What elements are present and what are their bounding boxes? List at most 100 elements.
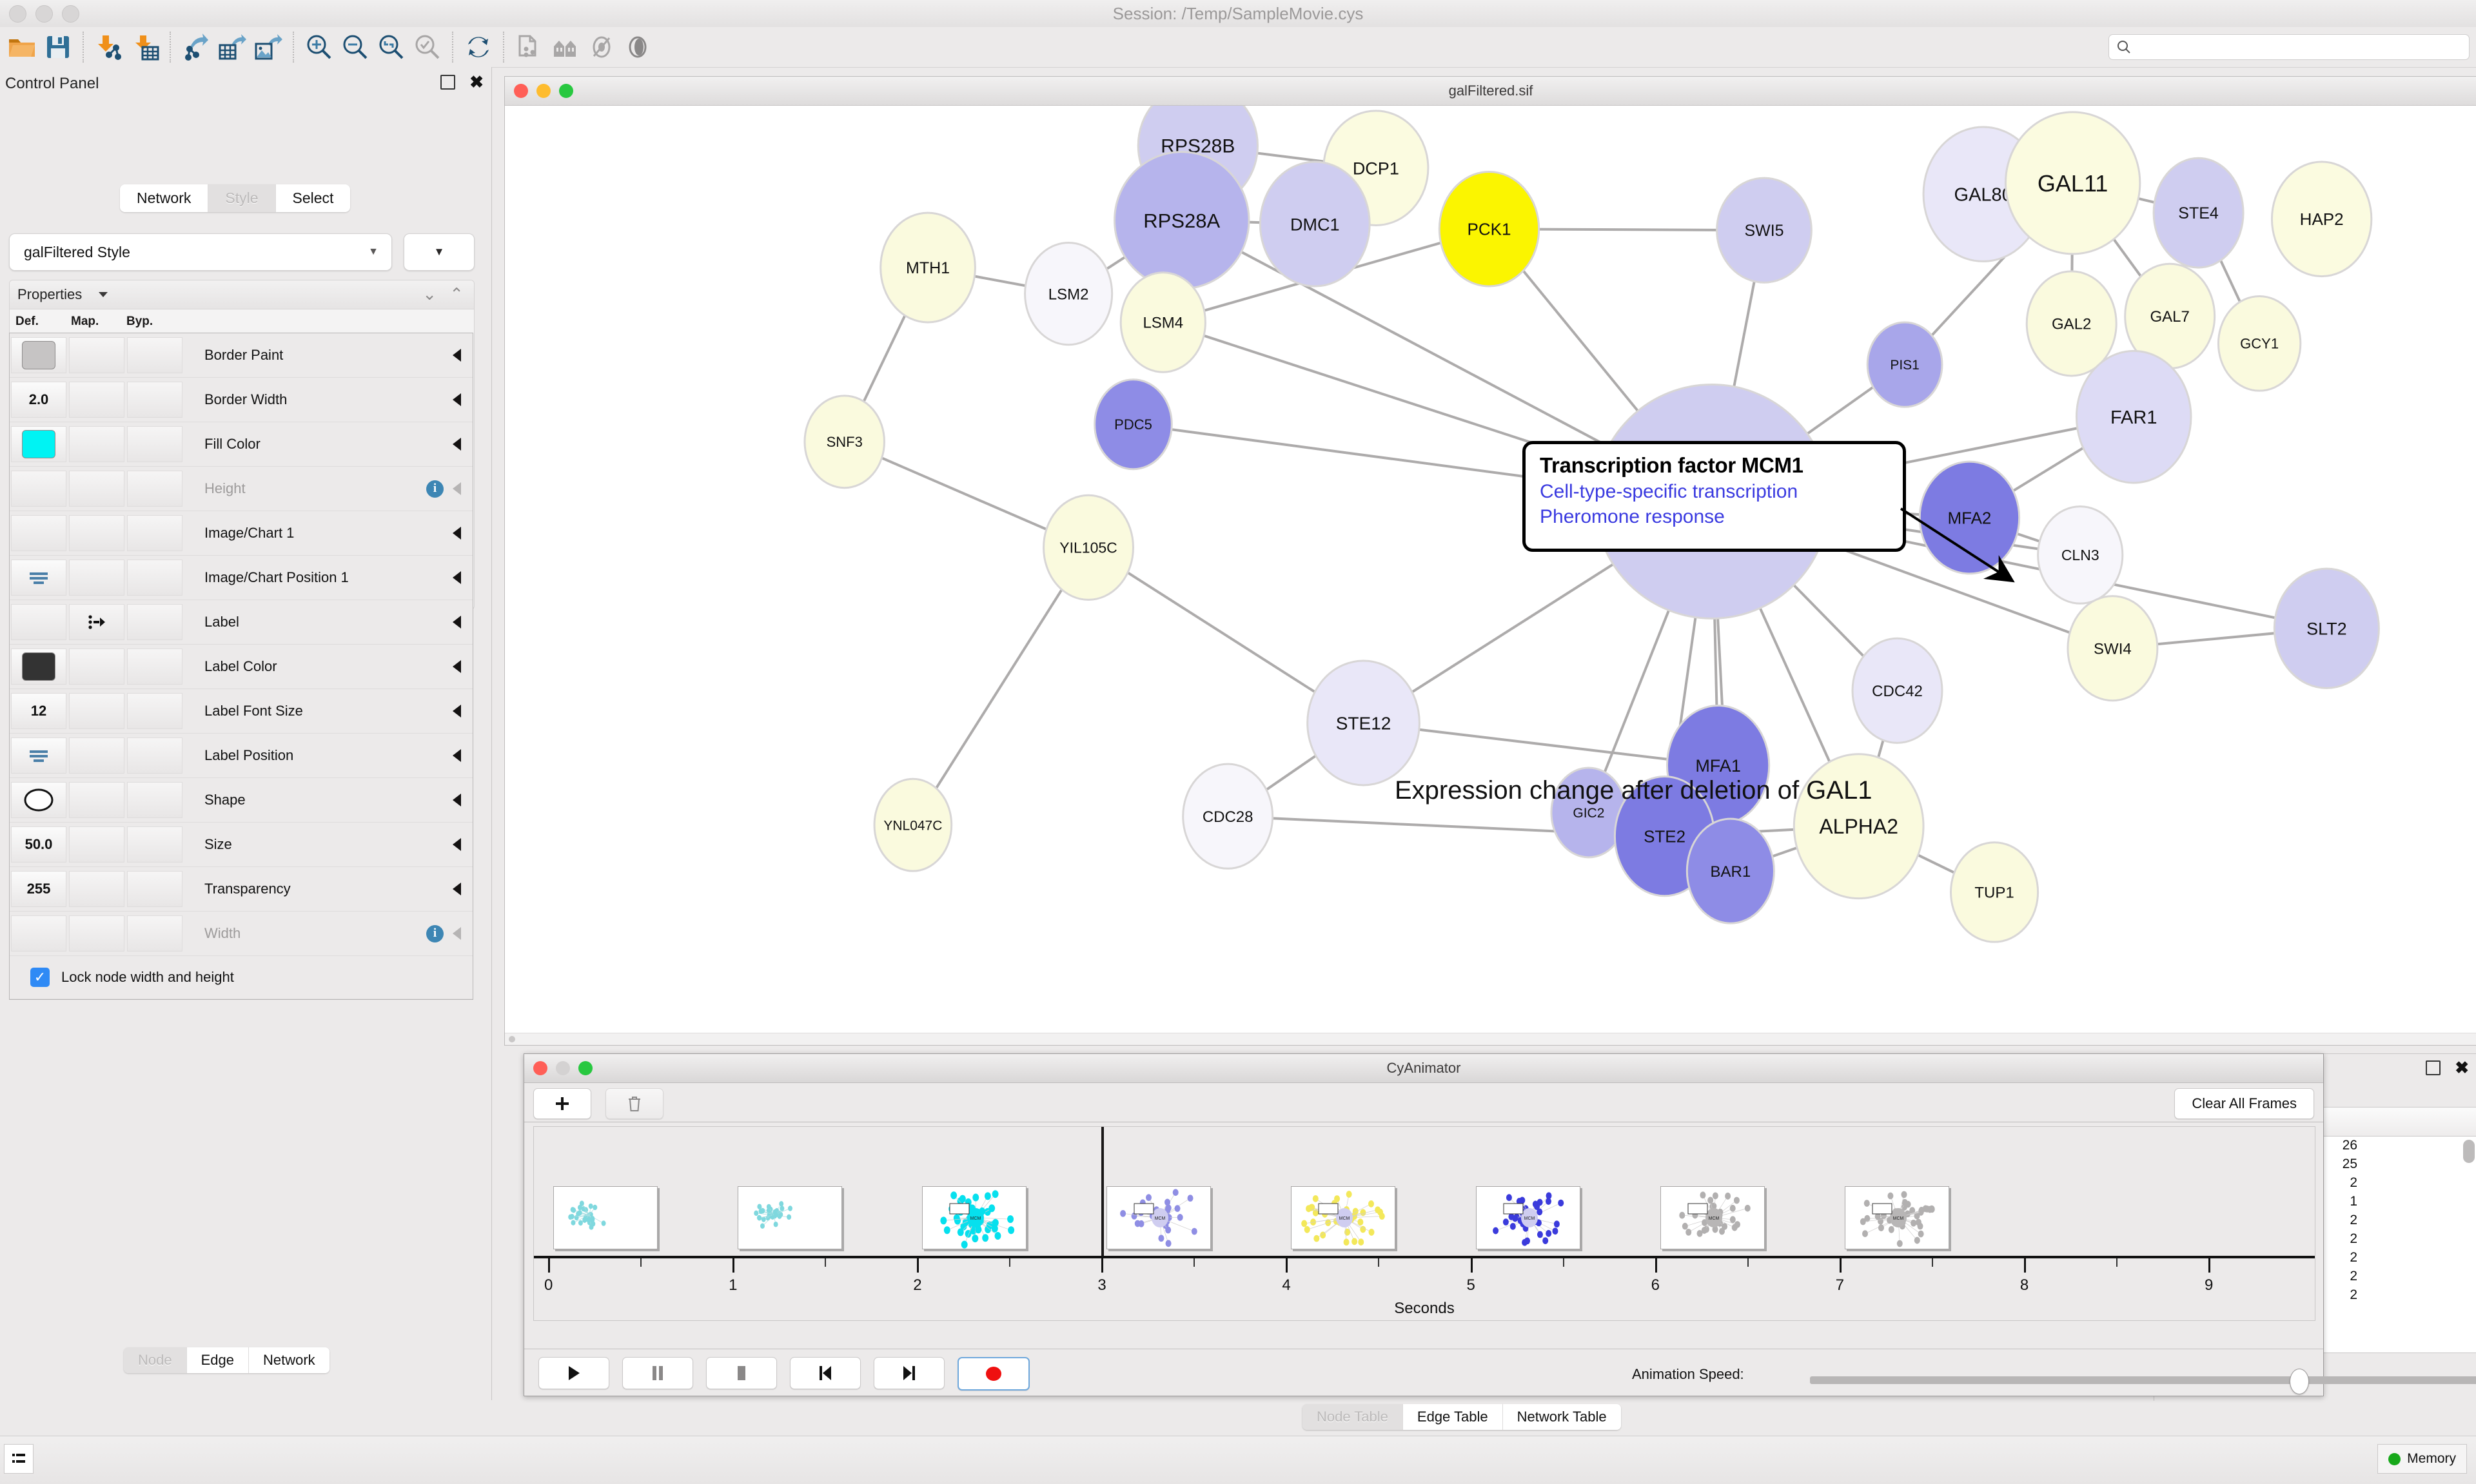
property-bypass-cell[interactable] [127, 426, 182, 462]
network-node[interactable]: YNL047C [873, 777, 953, 872]
annotation-box[interactable]: Transcription factor MCM1 Cell-type-spec… [1522, 441, 1906, 552]
node-shape[interactable] [879, 211, 976, 324]
property-default-cell[interactable] [11, 782, 66, 818]
network-node[interactable]: STE12 [1306, 659, 1420, 786]
network-node[interactable]: SWI4 [2067, 595, 2159, 702]
property-mapping-cell[interactable] [69, 471, 124, 507]
property-expand-arrow[interactable] [453, 705, 461, 718]
network-node[interactable]: PIS1 [1866, 321, 1943, 408]
network-node[interactable]: SNF3 [803, 395, 885, 489]
lock-node-size-checkbox[interactable]: ✓ [30, 968, 50, 987]
node-shape[interactable] [1438, 170, 1540, 288]
property-bypass-cell[interactable] [127, 649, 182, 685]
property-default-cell[interactable]: 12 [11, 693, 66, 729]
show-panels-button[interactable] [4, 1444, 34, 1474]
network-node[interactable]: LSM4 [1119, 271, 1206, 373]
tab-style[interactable]: Style [208, 184, 276, 212]
network-window-controls[interactable] [514, 84, 573, 98]
bottom-tab-edge[interactable]: Edge [186, 1347, 249, 1373]
bottom-tab-node[interactable]: Node [124, 1347, 187, 1373]
minimize-icon[interactable] [536, 84, 551, 98]
color-swatch[interactable] [22, 341, 55, 369]
property-expand-arrow[interactable] [453, 571, 461, 584]
node-shape[interactable] [1043, 494, 1134, 601]
style-options-button[interactable]: ▼ [404, 233, 475, 271]
property-default-cell[interactable] [11, 337, 66, 373]
node-shape[interactable] [1866, 321, 1943, 408]
next-frame-button[interactable] [874, 1357, 945, 1389]
timeline-frame[interactable]: MCM [1106, 1186, 1212, 1249]
node-shape[interactable] [1918, 460, 2021, 575]
property-row[interactable]: Fill Color [10, 422, 473, 467]
open-file-icon[interactable] [4, 29, 40, 65]
property-row[interactable]: Image/Chart 1 [10, 511, 473, 556]
property-mapping-cell[interactable] [69, 649, 124, 685]
node-shape[interactable] [2025, 270, 2117, 377]
tab-network-table[interactable]: Network Table [1502, 1404, 1621, 1430]
node-shape[interactable] [1024, 241, 1114, 346]
property-row[interactable]: Label [10, 600, 473, 645]
network-horizontal-scrollbar[interactable] [505, 1033, 2476, 1045]
import-table-icon[interactable] [127, 29, 163, 65]
maximize-icon[interactable] [559, 84, 573, 98]
network-node[interactable]: ALPHA2 [1793, 753, 1925, 900]
maximize-icon[interactable] [578, 1061, 593, 1075]
property-bypass-cell[interactable] [127, 337, 182, 373]
close-icon[interactable] [533, 1061, 547, 1075]
property-bypass-cell[interactable] [127, 560, 182, 596]
property-expand-arrow[interactable] [453, 393, 461, 406]
node-shape[interactable] [873, 777, 953, 872]
save-session-icon[interactable] [40, 29, 76, 65]
cyanimator-window-controls[interactable] [533, 1061, 593, 1075]
tab-node-table[interactable]: Node Table [1302, 1404, 1403, 1430]
network-node[interactable]: GAL7 [2124, 262, 2216, 369]
node-shape[interactable] [2067, 595, 2159, 702]
record-button[interactable] [958, 1357, 1030, 1391]
info-icon[interactable]: i [426, 924, 444, 942]
property-row[interactable]: 12 Label Font Size [10, 689, 473, 734]
properties-menu-icon[interactable] [99, 292, 108, 297]
add-frame-button[interactable] [533, 1088, 591, 1119]
property-bypass-cell[interactable] [127, 693, 182, 729]
property-expand-arrow[interactable] [453, 438, 461, 451]
property-mapping-cell[interactable] [69, 426, 124, 462]
property-expand-arrow[interactable] [453, 794, 461, 806]
table-row[interactable]: 2 [2163, 1211, 2476, 1230]
property-bypass-cell[interactable] [127, 382, 182, 418]
node-shape[interactable] [1119, 271, 1206, 373]
property-mapping-cell[interactable] [69, 515, 124, 551]
property-row[interactable]: Shape [10, 778, 473, 823]
property-expand-arrow[interactable] [453, 616, 461, 629]
timeline-frame[interactable]: MCM [1475, 1186, 1580, 1249]
node-shape[interactable] [2004, 111, 2141, 255]
property-default-cell[interactable] [11, 515, 66, 551]
network-node[interactable]: YIL105C [1043, 494, 1134, 601]
network-node[interactable]: FAR1 [2075, 349, 2192, 484]
network-node[interactable]: CDC42 [1851, 637, 1943, 744]
table-row[interactable]: 25 [2163, 1155, 2476, 1174]
property-default-cell[interactable] [11, 649, 66, 685]
hide-selected-icon[interactable] [584, 29, 620, 65]
zoom-fit-icon[interactable] [373, 29, 409, 65]
node-shape[interactable] [803, 395, 885, 489]
property-mapping-cell[interactable] [69, 826, 124, 863]
property-row[interactable]: Image/Chart Position 1 [10, 556, 473, 600]
network-canvas[interactable]: RPS28B DCP1 RPS28A DMC1 PCK1 SWI5 GAL80 GAL11 ST… [505, 106, 2476, 1045]
property-mapping-cell[interactable] [69, 560, 124, 596]
close-icon[interactable]: ✖ [469, 72, 484, 92]
property-default-cell[interactable] [11, 737, 66, 774]
bottom-tab-network[interactable]: Network [248, 1347, 329, 1373]
property-expand-arrow[interactable] [453, 883, 461, 895]
network-node[interactable]: GAL2 [2025, 270, 2117, 377]
timeline-frame[interactable]: MCM [922, 1186, 1027, 1249]
property-bypass-cell[interactable] [127, 604, 182, 640]
node-shape[interactable] [1306, 659, 1420, 786]
tab-edge-table[interactable]: Edge Table [1402, 1404, 1503, 1430]
network-node[interactable]: MTH1 [879, 211, 976, 324]
table-row[interactable]: 2 [2163, 1286, 2476, 1305]
property-row[interactable]: 255 Transparency [10, 867, 473, 912]
property-row[interactable]: Label Position [10, 734, 473, 778]
property-row[interactable]: Label Color [10, 645, 473, 689]
table-row[interactable]: 26 [2163, 1137, 2476, 1155]
property-default-cell[interactable] [11, 471, 66, 507]
